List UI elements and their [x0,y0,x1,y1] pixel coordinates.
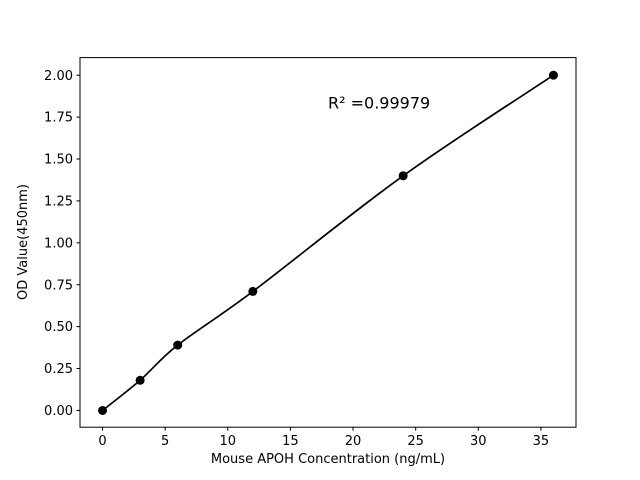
x-axis-label: Mouse APOH Concentration (ng/mL) [211,452,445,467]
axes-group: 0 5 10 15 20 25 30 35 0.00 0.25 0.50 0.75 1.00 1.25 1.… [44,57,577,449]
x-tick-label: 10 [220,434,237,449]
y-tick-label: 1.25 [44,195,73,210]
x-tick-label: 20 [345,434,362,449]
y-tick-label: 2.00 [44,69,73,84]
x-tick-label: 15 [282,434,299,449]
x-tick-label: 30 [470,434,487,449]
data-point [398,171,408,181]
x-tick-label: 25 [407,434,424,449]
y-axis-label: OD Value(450nm) [16,184,31,300]
data-point [98,405,108,415]
y-tick-label: 0.75 [44,278,73,293]
series-group [98,70,558,415]
y-tick-label: 0.50 [44,320,73,335]
data-point [135,375,145,385]
x-tick-label: 5 [161,434,169,449]
y-tick-label: 1.00 [44,236,73,251]
data-point [248,286,258,296]
y-tick-label: 1.50 [44,153,73,168]
data-point [173,340,183,350]
y-tick-label: 1.75 [44,111,73,126]
y-tick-label: 0.25 [44,362,73,377]
r-squared-annotation: R² =0.99979 [328,94,430,113]
x-tick-label: 35 [533,434,550,449]
plot-border [79,57,577,428]
y-tick-label: 0.00 [44,404,73,419]
data-point [548,70,558,80]
x-tick-label: 0 [98,434,106,449]
fit-curve [101,74,555,412]
